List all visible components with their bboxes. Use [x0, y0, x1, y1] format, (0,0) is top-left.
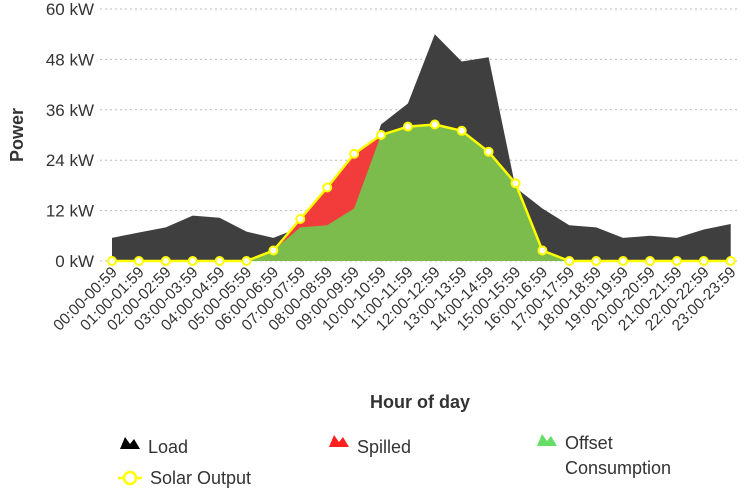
y-axis-title: Power — [7, 108, 27, 162]
solar-output-point — [376, 130, 386, 140]
y-tick-label: 48 kW — [46, 50, 94, 69]
solar-output-point — [349, 148, 360, 159]
y-tick-label: 24 kW — [46, 151, 94, 170]
solar-output-point — [322, 182, 333, 193]
legend-label: Load — [148, 437, 188, 457]
solar-output-point — [133, 256, 144, 266]
legend-area-swatch — [329, 435, 349, 447]
y-tick-label: 0 kW — [55, 252, 94, 271]
y-axis-ticks: 0 kW 12 kW 24 kW 36 kW 48 kW 60 kW — [46, 0, 94, 271]
legend-label: Solar Output — [150, 468, 251, 488]
solar-output-point — [241, 256, 252, 266]
line-layer — [107, 119, 736, 266]
solar-output-point — [160, 256, 171, 266]
legend-area-swatch — [120, 437, 140, 449]
y-tick-label: 36 kW — [46, 101, 94, 120]
solar-output-point — [402, 121, 413, 132]
x-axis-title: Hour of day — [370, 392, 470, 412]
legend-label: Offset — [565, 433, 613, 453]
solar-output-point — [698, 256, 709, 266]
legend-label: Consumption — [565, 458, 671, 478]
solar-output-point — [618, 256, 629, 266]
y-tick-label: 12 kW — [46, 202, 94, 221]
y-tick-label: 60 kW — [46, 0, 94, 19]
solar-output-point — [483, 146, 494, 157]
solar-output-point — [725, 256, 736, 266]
solar-output-point — [537, 245, 548, 256]
solar-output-point — [671, 256, 682, 266]
legend: Load Spilled Offset Consumption Solar Output — [118, 433, 671, 488]
x-axis-ticks: 00:00-00:5901:00-01:5902:00-02:5903:00-0… — [50, 264, 739, 335]
solar-output-point — [187, 256, 198, 266]
solar-output-point — [645, 256, 655, 266]
legend-area-swatch — [537, 434, 557, 446]
solar-output-point — [429, 119, 440, 130]
solar-output-point — [591, 256, 602, 266]
solar-output-point — [510, 178, 521, 189]
solar-output-point — [268, 245, 279, 256]
solar-output-point — [456, 125, 467, 136]
legend-marker-swatch — [122, 470, 138, 486]
solar-output-point — [564, 256, 575, 266]
legend-label: Spilled — [357, 437, 411, 457]
series-area-offset-consumption — [112, 124, 731, 261]
solar-output-point — [107, 256, 117, 266]
area-layer — [112, 34, 731, 262]
solar-output-point — [214, 256, 225, 266]
solar-output-point — [295, 214, 306, 224]
